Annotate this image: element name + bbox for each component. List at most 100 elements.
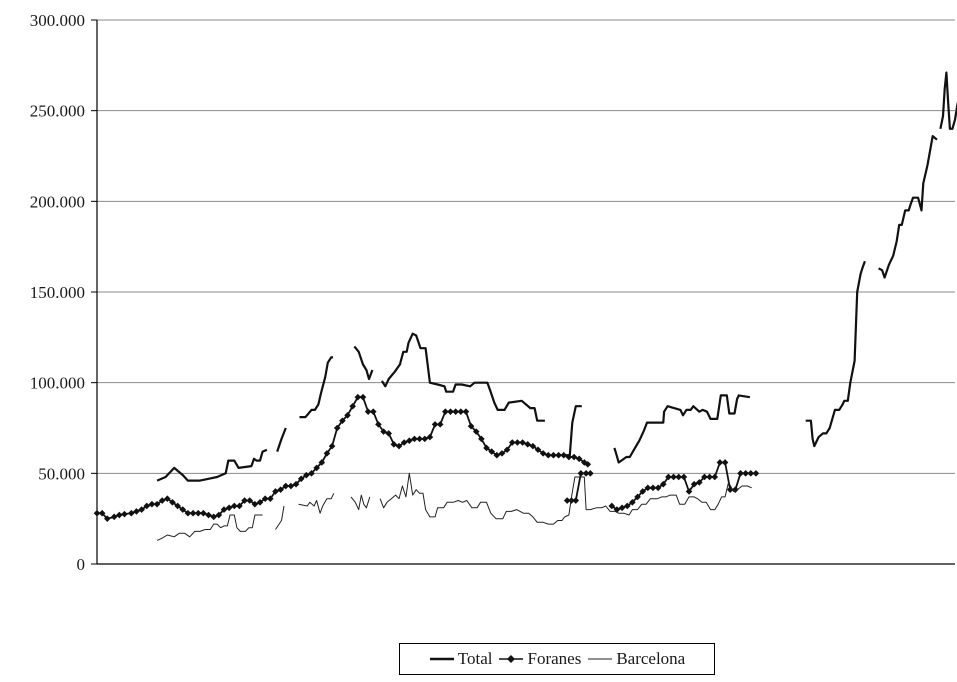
series-total-segment-3 [353, 345, 374, 381]
foranes-point-2-3 [623, 502, 631, 510]
foranes-point-0-6 [128, 509, 135, 517]
series-total-segment-8 [878, 135, 938, 279]
foranes-point-2-8 [649, 484, 657, 492]
series-total-segment-5 [562, 405, 582, 457]
foranes-point-1-2 [572, 497, 580, 504]
series-foranes-segment-0 [97, 396, 589, 520]
foranes-point-0-3 [110, 513, 118, 521]
foranes-point-0-92 [570, 453, 578, 461]
foranes-point-2-21 [716, 459, 724, 466]
y-tick-label-5: 250.000 [30, 102, 85, 121]
foranes-point-0-77 [493, 451, 501, 459]
foranes-point-0-15 [174, 502, 181, 510]
legend-label-total: Total [457, 649, 493, 668]
foranes-point-0-5 [121, 510, 128, 518]
foranes-point-0-94 [581, 459, 588, 466]
foranes-point-0-88 [550, 451, 557, 459]
foranes-point-0-31 [256, 499, 264, 506]
foranes-point-0-43 [318, 459, 326, 466]
foranes-point-0-93 [575, 455, 583, 463]
foranes-point-2-25 [737, 470, 744, 477]
foranes-point-0-59 [400, 439, 408, 446]
foranes-point-0-79 [503, 446, 511, 454]
foranes-point-0-45 [328, 442, 336, 450]
foranes-point-0-63 [421, 435, 429, 443]
foranes-point-2-11 [665, 473, 672, 481]
foranes-point-0-30 [251, 500, 259, 508]
foranes-point-0-53 [369, 408, 377, 415]
thin-line-swatch [588, 658, 613, 660]
foranes-point-0-10 [148, 500, 156, 508]
foranes-point-0-19 [194, 509, 202, 517]
foranes-point-2-14 [680, 473, 688, 481]
foranes-point-0-56 [385, 430, 393, 437]
foranes-point-0-61 [411, 435, 418, 443]
foranes-point-0-1 [98, 509, 106, 517]
foranes-point-0-8 [138, 506, 145, 513]
foranes-point-2-16 [690, 480, 698, 488]
series-barcelona [156, 472, 752, 541]
foranes-point-0-87 [545, 451, 552, 459]
foranes-point-0-71 [462, 408, 470, 415]
foranes-point-0-20 [200, 509, 207, 517]
foranes-point-0-29 [246, 497, 254, 504]
foranes-point-0-50 [354, 393, 362, 401]
foranes-point-0-47 [339, 417, 346, 425]
foranes-point-0-68 [447, 408, 454, 415]
foranes-point-2-5 [634, 493, 641, 501]
series-total-segment-9 [939, 71, 957, 130]
foranes-point-2-18 [701, 473, 708, 481]
foranes-point-0-12 [158, 497, 166, 504]
foranes-point-2-26 [742, 470, 749, 477]
foranes-point-0-37 [287, 482, 295, 490]
series-total-segment-0 [156, 448, 268, 482]
axes: 0 50.000 100.000 150.000 200.000 250.000 300.0… [30, 11, 955, 574]
y-tick-label-0: 0 [77, 555, 86, 574]
foranes-point-2-9 [654, 484, 662, 492]
foranes-point-0-73 [472, 428, 480, 435]
foranes-point-0-58 [395, 442, 403, 450]
foranes-point-2-12 [670, 473, 677, 481]
series-total-segment-7 [805, 260, 866, 448]
foranes-point-0-4 [116, 511, 123, 519]
foranes-point-0-52 [364, 408, 372, 415]
foranes-point-0-85 [534, 446, 542, 454]
foranes-point-1-5 [587, 470, 594, 477]
foranes-point-0-18 [189, 509, 197, 517]
foranes-point-0-24 [220, 506, 228, 513]
legend-item-total: Total [429, 649, 493, 669]
foranes-point-0-54 [375, 421, 382, 428]
foranes-point-2-17 [696, 479, 703, 486]
foranes-point-2-7 [644, 484, 652, 492]
foranes-point-0-78 [498, 450, 506, 457]
foranes-point-0-57 [390, 441, 398, 448]
foranes-point-0-41 [308, 470, 315, 477]
foranes-point-1-4 [582, 470, 590, 477]
foranes-point-0-9 [143, 502, 151, 510]
foranes-point-1-3 [577, 470, 585, 477]
foranes-point-0-42 [313, 464, 320, 472]
foranes-point-0-66 [436, 421, 444, 428]
foranes-point-0-49 [349, 402, 356, 410]
series-total-segment-4 [380, 332, 545, 422]
foranes-point-0-80 [508, 439, 516, 446]
series-barcelona-segment-4 [379, 472, 752, 525]
legend-label-foranes: Foranes [527, 649, 582, 668]
foranes-point-0-84 [529, 442, 537, 450]
foranes-point-0-70 [457, 408, 465, 415]
legend-item-foranes: Foranes [498, 649, 581, 669]
foranes-point-2-20 [711, 473, 719, 481]
foranes-point-0-33 [267, 495, 274, 503]
foranes-point-0-2 [103, 515, 111, 522]
foranes-point-0-36 [282, 482, 290, 490]
foranes-point-0-81 [514, 439, 521, 446]
y-tick-label-2: 100.000 [30, 374, 85, 393]
foranes-point-0-64 [426, 433, 434, 441]
series-total [156, 71, 957, 482]
foranes-point-0-69 [452, 408, 459, 415]
foranes-point-0-40 [303, 471, 310, 479]
foranes-point-0-23 [215, 511, 223, 519]
foranes-point-0-38 [292, 480, 300, 488]
foranes-point-0-22 [210, 513, 217, 521]
